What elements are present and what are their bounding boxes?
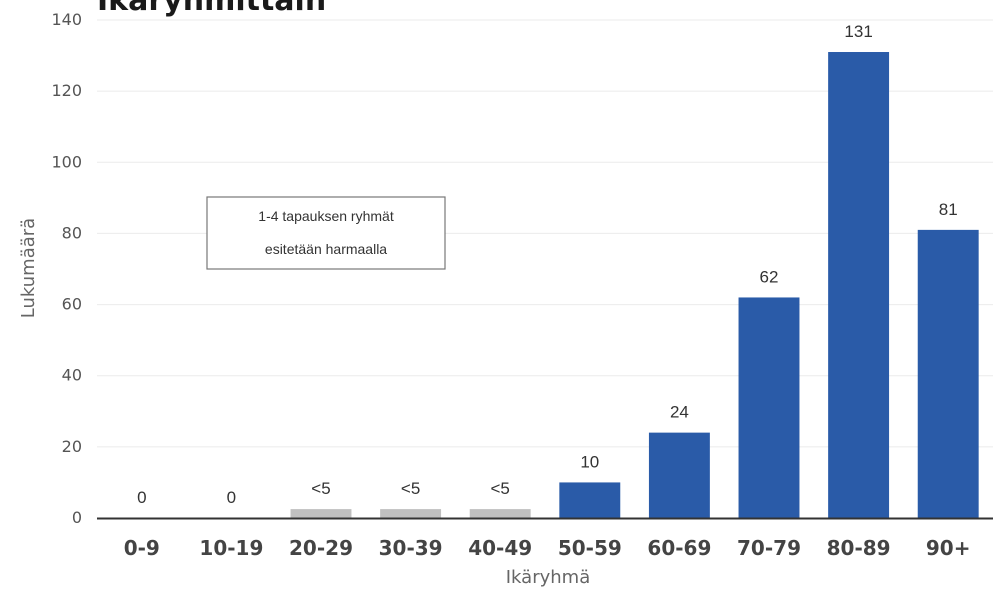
y-tick-label: 140 xyxy=(51,10,82,29)
x-tick-label: 80-89 xyxy=(827,536,891,560)
y-axis-label: Lukumäärä xyxy=(18,218,39,318)
x-tick-label: 90+ xyxy=(926,536,971,560)
bar xyxy=(559,482,621,518)
y-axis-ticks: 0 20 40 60 80 100 120 140 xyxy=(51,10,82,527)
bar xyxy=(380,509,442,518)
chart-title: Ikäryhmittäin xyxy=(97,0,326,18)
x-axis-label: Ikäryhmä xyxy=(506,567,590,588)
note-box xyxy=(206,196,446,270)
data-label: <5 xyxy=(491,479,510,498)
x-tick-label: 50-59 xyxy=(558,536,622,560)
data-labels: 0 0 <5 <5 <5 10 24 62 131 81 xyxy=(137,22,958,507)
bar xyxy=(648,432,710,518)
y-tick-label: 120 xyxy=(51,81,82,100)
y-tick-label: 100 xyxy=(51,152,82,171)
y-tick-label: 20 xyxy=(62,437,82,456)
y-tick-label: 60 xyxy=(62,295,82,314)
data-label: 62 xyxy=(760,267,779,286)
data-label: <5 xyxy=(311,479,330,498)
bar xyxy=(738,297,800,518)
y-tick-label: 0 xyxy=(72,508,82,527)
note-line-1: 1-4 tapauksen ryhmät xyxy=(258,208,394,224)
x-tick-label: 60-69 xyxy=(647,536,711,560)
data-label: 24 xyxy=(670,403,689,422)
y-tick-label: 40 xyxy=(62,366,82,385)
data-label: <5 xyxy=(401,479,420,498)
bar xyxy=(469,509,531,518)
legend-note: 1-4 tapauksen ryhmät esitetään harmaalla xyxy=(206,196,446,270)
x-tick-label: 0-9 xyxy=(124,536,160,560)
data-label: 131 xyxy=(844,22,872,41)
bar xyxy=(828,52,890,519)
data-label: 81 xyxy=(939,200,958,219)
note-line-2: esitetään harmaalla xyxy=(265,241,387,257)
x-axis-ticks: 0-9 10-19 20-29 30-39 40-49 50-59 60-69 70-79 80… xyxy=(124,536,971,560)
x-tick-label: 40-49 xyxy=(468,536,532,560)
x-tick-label: 20-29 xyxy=(289,536,353,560)
x-tick-label: 10-19 xyxy=(199,536,263,560)
bar xyxy=(290,509,352,518)
bar xyxy=(917,229,979,518)
data-label: 0 xyxy=(227,488,236,507)
x-tick-label: 70-79 xyxy=(737,536,801,560)
data-label: 0 xyxy=(137,488,146,507)
bars xyxy=(290,52,979,519)
y-tick-label: 80 xyxy=(62,223,82,242)
x-tick-label: 30-39 xyxy=(379,536,443,560)
data-label: 10 xyxy=(580,452,599,471)
